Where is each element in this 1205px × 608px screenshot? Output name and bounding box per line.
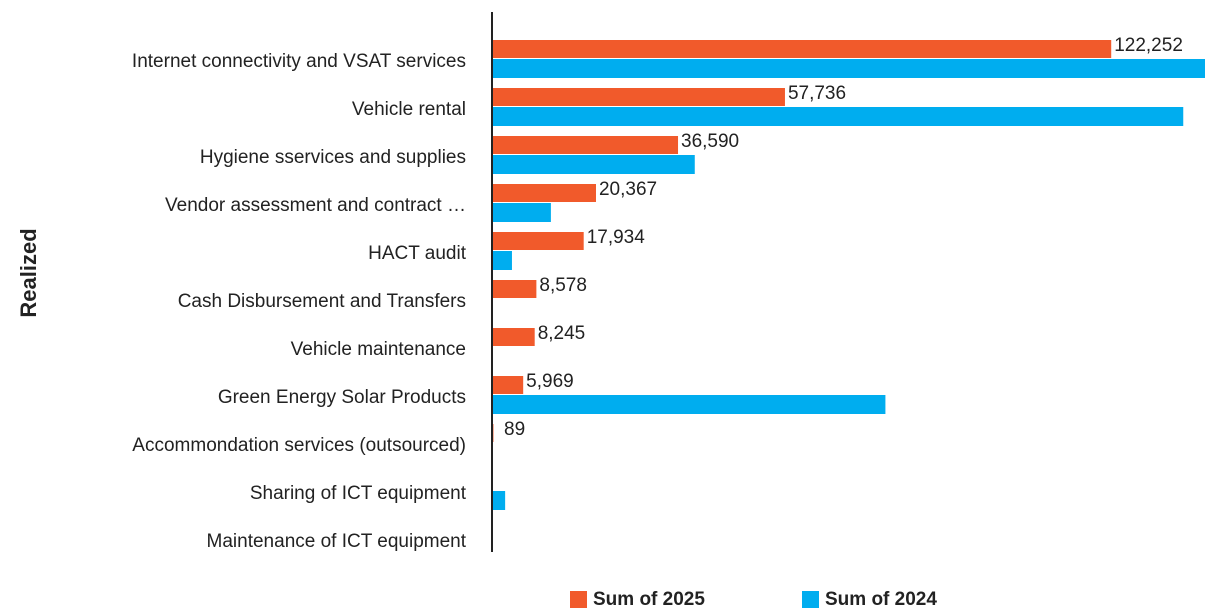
legend-swatch — [802, 591, 819, 608]
bar — [493, 251, 512, 270]
category-label: Vendor assessment and contract … — [165, 195, 466, 216]
bar — [493, 88, 785, 106]
value-label: 5,969 — [526, 371, 574, 392]
y-axis-label: Realized — [16, 228, 41, 317]
bar — [493, 107, 1184, 126]
category-label: Sharing of ICT equipment — [250, 483, 467, 504]
bar — [493, 280, 537, 298]
bar — [493, 328, 535, 346]
value-label: 89 — [504, 419, 525, 440]
category-label: Cash Disbursement and Transfers — [178, 291, 466, 312]
value-label: 36,590 — [681, 131, 739, 152]
category-label: Accommondation services (outsourced) — [132, 435, 466, 456]
legend-label: Sum of 2025 — [593, 589, 705, 608]
value-label: 20,367 — [599, 179, 657, 200]
category-label: Vehicle rental — [352, 99, 466, 120]
value-label: 17,934 — [587, 227, 646, 248]
bar — [493, 395, 886, 414]
bar — [493, 203, 551, 222]
bar — [493, 491, 506, 510]
bar — [493, 184, 596, 202]
category-label: HACT audit — [368, 243, 467, 264]
value-label: 122,252 — [1114, 35, 1183, 56]
category-label: Internet connectivity and VSAT services — [132, 51, 466, 72]
category-label: Hygiene sservices and supplies — [200, 147, 466, 168]
category-label: Maintenance of ICT equipment — [207, 531, 467, 552]
bar — [493, 376, 524, 394]
legend-label: Sum of 2024 — [825, 589, 937, 608]
value-label: 57,736 — [788, 83, 846, 104]
bar — [493, 136, 679, 154]
value-label: 8,245 — [538, 323, 586, 344]
bar — [493, 232, 584, 250]
bar — [493, 155, 695, 174]
legend-swatch — [570, 591, 587, 608]
category-label: Vehicle maintenance — [291, 339, 466, 360]
bar — [493, 40, 1112, 58]
bar — [493, 59, 1205, 78]
value-label: 8,578 — [539, 275, 587, 296]
category-label: Green Energy Solar Products — [218, 387, 466, 408]
